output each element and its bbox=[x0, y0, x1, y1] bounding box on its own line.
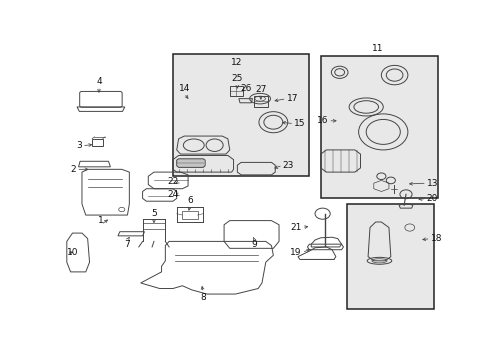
Text: 18: 18 bbox=[430, 234, 441, 243]
Text: 7: 7 bbox=[124, 240, 130, 249]
Text: 1: 1 bbox=[98, 216, 103, 225]
Bar bbox=[320, 56, 437, 198]
Text: 25: 25 bbox=[231, 75, 243, 84]
Bar bbox=[92, 139, 102, 146]
Text: 15: 15 bbox=[294, 119, 305, 128]
Text: 19: 19 bbox=[290, 248, 301, 257]
Bar bbox=[229, 86, 243, 96]
Text: 12: 12 bbox=[230, 58, 242, 67]
Text: 8: 8 bbox=[200, 293, 206, 302]
Text: 22: 22 bbox=[167, 177, 178, 186]
Text: 14: 14 bbox=[178, 84, 190, 93]
Text: 6: 6 bbox=[187, 196, 192, 205]
Text: 20: 20 bbox=[426, 194, 437, 203]
Bar bbox=[173, 54, 309, 176]
Text: 24: 24 bbox=[167, 190, 178, 199]
Text: 2: 2 bbox=[70, 165, 76, 174]
Text: 9: 9 bbox=[251, 240, 257, 249]
Text: 4: 4 bbox=[96, 77, 102, 86]
Text: 10: 10 bbox=[67, 248, 78, 257]
Text: 27: 27 bbox=[255, 85, 266, 94]
Bar bbox=[254, 96, 267, 107]
Text: 26: 26 bbox=[240, 84, 251, 93]
Bar bbox=[346, 204, 433, 309]
Text: 13: 13 bbox=[426, 179, 437, 188]
Text: 3: 3 bbox=[76, 141, 82, 150]
Bar bbox=[182, 211, 197, 219]
Text: 21: 21 bbox=[290, 223, 301, 232]
Text: 5: 5 bbox=[151, 209, 157, 218]
Text: 11: 11 bbox=[371, 44, 383, 53]
Text: 23: 23 bbox=[282, 161, 294, 170]
Text: 16: 16 bbox=[316, 116, 327, 125]
Text: 17: 17 bbox=[286, 94, 298, 103]
